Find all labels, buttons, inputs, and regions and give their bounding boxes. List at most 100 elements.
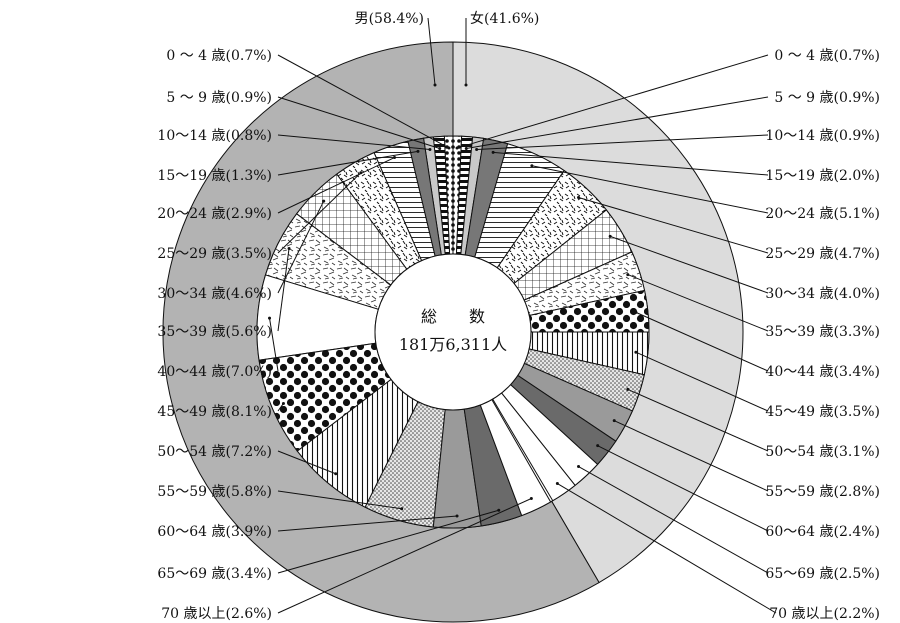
- label-female-7-dot: [626, 273, 630, 277]
- label-male-0-dot: [447, 146, 451, 150]
- label-female-10-dot: [626, 387, 630, 391]
- label-male-1-dot: [438, 146, 442, 150]
- label-male-5: 25～29 歳(3.5%): [157, 246, 272, 262]
- label-male-1-leader: [277, 96, 440, 149]
- label-female-3: 15～19 歳(2.0%): [765, 168, 880, 184]
- label-female-8-leader: [635, 311, 769, 372]
- label-female-14: 70 歳以上(2.2%): [769, 606, 880, 622]
- label-male-13-dot: [497, 508, 501, 512]
- label-male-8: 40～44 歳(7.0%): [157, 364, 272, 380]
- label-male-13: 65～69 歳(3.4%): [157, 566, 272, 582]
- label-female-2-dot: [475, 148, 479, 152]
- label-female-14-dot: [555, 482, 559, 486]
- label-female-6-dot: [608, 234, 612, 238]
- label-female-4-dot: [530, 164, 534, 168]
- center-label: 総 数: [421, 307, 485, 326]
- label-male-6-dot: [322, 199, 326, 203]
- label-male-7-dot: [287, 246, 291, 250]
- label-male-4-leader: [277, 157, 395, 214]
- label-female-9: 45～49 歳(3.5%): [765, 404, 880, 420]
- label-male-7: 35～39 歳(5.6%): [157, 324, 272, 340]
- slice-labels: 男(58.4%) 女(41.6%) 0 ～ 4 歳(0.7%) 5 ～ 9 歳(0.9…: [157, 10, 880, 622]
- label-male-11-dot: [400, 507, 404, 511]
- label-outer-male-dot: [433, 83, 437, 87]
- label-male-5-leader: [277, 172, 362, 254]
- label-male-10-leader: [277, 450, 336, 475]
- label-female-2-leader: [476, 134, 769, 151]
- label-female-1-dot: [464, 146, 468, 150]
- label-female-9-leader: [635, 351, 769, 412]
- label-female-0-dot: [455, 146, 459, 150]
- label-female-11-dot: [612, 419, 616, 423]
- label-male-9-dot: [281, 401, 285, 405]
- label-male-8-leader: [269, 318, 279, 372]
- label-female-11-leader: [614, 420, 769, 492]
- label-female-3-leader: [493, 151, 769, 176]
- label-male-2-leader: [277, 134, 430, 150]
- label-female-11: 55～59 歳(2.8%): [765, 484, 880, 500]
- label-male-0: 0 ～ 4 歳(0.7%): [166, 48, 272, 64]
- label-female-12-dot: [596, 444, 600, 448]
- inner-ring-age: [256, 135, 650, 529]
- label-male-1: 5 ～ 9 歳(0.9%): [166, 90, 272, 106]
- label-male-9-leader: [277, 403, 284, 412]
- label-female-3-dot: [491, 150, 495, 154]
- center-value: 181万6,311人: [399, 335, 507, 354]
- label-male-12: 60～64 歳(3.9%): [157, 524, 272, 540]
- label-male-2: 10～14 歳(0.8%): [157, 128, 272, 144]
- label-male-10-dot: [334, 472, 338, 476]
- label-female-5-leader: [578, 196, 769, 254]
- label-male-9: 45～49 歳(8.1%): [157, 404, 272, 420]
- label-male-6: 30～34 歳(4.6%): [157, 286, 272, 302]
- label-outer-female-dot: [464, 83, 468, 87]
- label-female-1-leader: [466, 96, 769, 149]
- label-male-5-dot: [359, 171, 363, 175]
- label-female-0: 0 ～ 4 歳(0.7%): [774, 48, 880, 64]
- label-male-14-leader: [277, 498, 532, 614]
- label-female-2: 10～14 歳(0.9%): [765, 128, 880, 144]
- label-male-10: 50～54 歳(7.2%): [157, 444, 272, 460]
- label-male-8-dot: [268, 316, 272, 320]
- label-female-9-dot: [634, 350, 638, 354]
- label-female-8: 40～44 歳(3.4%): [765, 364, 880, 380]
- label-male-3-leader: [277, 150, 419, 176]
- label-female-13: 65～69 歳(2.5%): [765, 566, 880, 582]
- label-female-12-leader: [597, 445, 769, 532]
- label-male-12-leader: [277, 515, 458, 532]
- label-female-5: 25～29 歳(4.7%): [765, 246, 880, 262]
- label-female-10-leader: [627, 388, 769, 452]
- label-male-14-dot: [529, 496, 533, 500]
- label-male-11-leader: [277, 490, 402, 510]
- label-female-5-dot: [577, 195, 581, 199]
- label-male-2-dot: [428, 147, 432, 151]
- label-male-7-leader: [277, 248, 290, 332]
- label-male-0-leader: [277, 54, 450, 149]
- label-female-12: 60～64 歳(2.4%): [765, 524, 880, 540]
- label-female-6-leader: [610, 235, 769, 294]
- label-female-4-leader: [531, 165, 769, 214]
- label-male-12-dot: [455, 514, 459, 518]
- label-female-7: 35～39 歳(3.3%): [765, 324, 880, 340]
- label-male-14: 70 歳以上(2.6%): [161, 606, 272, 622]
- label-male-4: 20～24 歳(2.9%): [157, 206, 272, 222]
- label-outer-female: 女(41.6%): [470, 10, 539, 27]
- label-male-3-dot: [416, 149, 420, 153]
- label-male-11: 55～59 歳(5.8%): [157, 484, 272, 500]
- center-hole: [374, 253, 532, 411]
- label-outer-male-leader: [427, 17, 436, 86]
- label-outer-male: 男(58.4%): [355, 11, 424, 27]
- label-female-7-leader: [627, 274, 769, 332]
- label-male-13-leader: [277, 509, 499, 574]
- label-female-1: 5 ～ 9 歳(0.9%): [774, 90, 880, 106]
- label-female-14-leader: [557, 483, 777, 614]
- label-female-8-dot: [634, 310, 638, 314]
- label-female-0-leader: [456, 54, 769, 149]
- label-female-10: 50～54 歳(3.1%): [765, 444, 880, 460]
- label-female-13-dot: [577, 465, 581, 469]
- label-male-3: 15～19 歳(1.3%): [157, 168, 272, 184]
- label-male-4-dot: [392, 156, 396, 160]
- label-female-4: 20～24 歳(5.1%): [765, 206, 880, 222]
- label-female-13-leader: [578, 466, 769, 574]
- label-female-6: 30～34 歳(4.0%): [765, 286, 880, 302]
